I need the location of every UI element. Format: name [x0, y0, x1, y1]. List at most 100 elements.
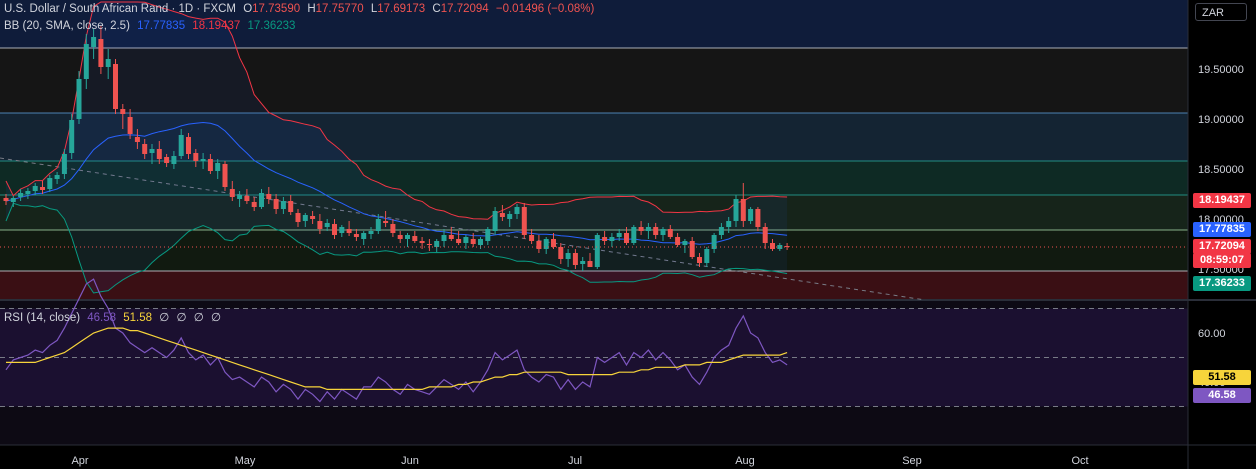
candle [507, 211, 513, 227]
bb-upper-badge: 18.19437 [1193, 193, 1251, 208]
candle-body [346, 229, 352, 233]
candle-body [200, 159, 206, 161]
candle [448, 227, 454, 241]
candle-body [120, 109, 126, 114]
rsi-ma-value: 51.58 [123, 312, 153, 324]
candle-body [127, 117, 133, 134]
bb-legend: BB (20, SMA, close, 2.5) 17.77835 18.194… [4, 20, 299, 32]
candle-body [434, 241, 440, 247]
candle [244, 189, 250, 204]
candle-body [193, 153, 199, 161]
candle [353, 229, 359, 241]
candle-body [675, 237, 681, 245]
candle [266, 187, 272, 204]
candle [171, 151, 177, 169]
candle [91, 29, 97, 59]
candle-body [222, 164, 228, 187]
candle [324, 219, 330, 231]
price-badge: 17.72094 [1193, 239, 1251, 254]
candle-body [113, 64, 118, 109]
candle-body [244, 196, 250, 201]
candle-body [726, 221, 732, 227]
candle [572, 249, 578, 269]
candle-body [689, 241, 695, 257]
candle-body [470, 239, 476, 244]
candle-body [91, 37, 97, 47]
candle-body [105, 59, 111, 67]
candle-body [317, 221, 323, 229]
candle [682, 239, 688, 253]
candle [463, 235, 469, 249]
candle-body [397, 235, 403, 239]
candle [609, 233, 615, 247]
candle-body [54, 175, 60, 179]
candle [368, 227, 374, 239]
candle [602, 231, 608, 245]
rsi-line [5, 278, 788, 403]
candle [434, 239, 440, 252]
candle-body [98, 39, 104, 67]
time-tick-label: Apr [71, 455, 88, 467]
bb-fill [6, 2, 788, 293]
candle-body [770, 243, 775, 249]
candle [237, 191, 243, 207]
candle-body [697, 257, 702, 263]
candle-body [572, 253, 578, 265]
candle [405, 233, 410, 247]
candle-body [441, 235, 447, 241]
time-tick-label: Aug [735, 455, 755, 467]
candle [697, 253, 702, 267]
candle [726, 217, 732, 233]
candle-body [587, 261, 593, 267]
candle-body [266, 194, 272, 199]
candle-body [653, 227, 659, 235]
rsi-extra-3: ∅ [193, 312, 204, 324]
candle [551, 233, 556, 249]
candle-body [762, 227, 768, 243]
candle [156, 141, 162, 164]
candle-body [324, 223, 330, 227]
candle [251, 197, 257, 211]
candle [587, 253, 593, 267]
candle-body [353, 234, 359, 237]
candle-body [288, 201, 294, 212]
candle [397, 231, 403, 243]
currency-button[interactable]: ZAR [1195, 3, 1247, 21]
candle [207, 154, 213, 174]
candle-body [609, 237, 615, 241]
candle [718, 223, 724, 239]
candle [18, 189, 24, 201]
candle [83, 34, 89, 89]
candle-body [478, 239, 483, 245]
candle-body [251, 202, 257, 207]
candle-body [499, 213, 505, 217]
candle [748, 207, 754, 224]
candle-body [733, 199, 739, 221]
candle [689, 237, 695, 259]
candle [704, 247, 710, 267]
candle-body [40, 187, 45, 190]
candle [273, 194, 279, 214]
candle-body [426, 244, 432, 245]
candle-body [10, 198, 16, 202]
candle [178, 129, 184, 159]
candle-body [631, 227, 637, 243]
time-tick-label: Oct [1071, 455, 1088, 467]
candle-body [405, 235, 410, 239]
candle-body [207, 159, 213, 171]
candle-body [448, 235, 454, 239]
candle-body [748, 209, 754, 221]
close-value: C17.72094 [432, 3, 489, 15]
candle-body [383, 221, 389, 223]
candle [215, 159, 221, 179]
open-value: O17.73590 [243, 3, 301, 15]
candle [616, 229, 622, 241]
candle [186, 133, 191, 159]
candle-body [645, 227, 651, 231]
rsi-badge: 46.58 [1193, 388, 1251, 403]
candle [426, 239, 432, 251]
candle [375, 214, 381, 234]
candle [3, 194, 9, 205]
candle [521, 203, 527, 239]
